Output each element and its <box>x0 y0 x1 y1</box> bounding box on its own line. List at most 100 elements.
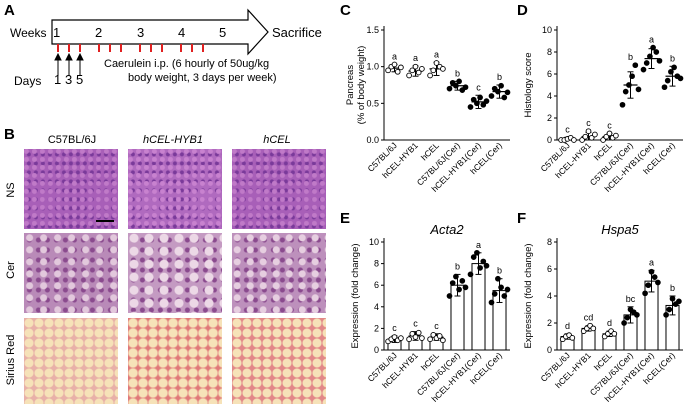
data-point-c <box>488 93 495 99</box>
data-point-e <box>446 293 453 299</box>
y-tick-label-e: 6 <box>374 280 379 290</box>
data-point-f <box>634 312 640 318</box>
significance-letter-f: d <box>565 321 570 331</box>
data-point-e <box>495 275 501 282</box>
data-point-e <box>409 330 416 337</box>
data-point-c <box>456 78 462 85</box>
panel-label-d: D <box>517 2 528 19</box>
significance-letter-c: c <box>476 82 481 92</box>
data-point-f <box>624 314 631 321</box>
data-point-c <box>470 96 477 103</box>
significance-letter-f: bc <box>626 294 636 304</box>
data-point-c <box>480 101 487 108</box>
col-header-c57: C57BL/6J <box>47 134 97 146</box>
data-point-e <box>504 286 511 293</box>
data-point-d <box>600 137 606 143</box>
data-point-e <box>462 284 469 291</box>
y-tick-label-f: 4 <box>547 291 552 301</box>
data-point-c <box>453 82 459 89</box>
data-point-e <box>391 334 398 340</box>
data-point-f <box>669 295 676 302</box>
data-point-c <box>391 61 398 68</box>
week-1: 1 <box>53 25 61 40</box>
data-point-c <box>385 67 391 74</box>
data-point-e <box>430 332 437 338</box>
data-point-f <box>645 282 652 289</box>
data-point-c <box>501 94 508 101</box>
day-1: 1 <box>54 72 62 87</box>
chart-title-f: Hspa5 <box>601 222 639 237</box>
histology-cer-hcel <box>232 233 326 313</box>
significance-letter-c: a <box>413 53 418 63</box>
data-point-f <box>655 279 661 286</box>
row-label-cer: Cer <box>5 261 17 279</box>
y-tick-label-e: 0 <box>374 345 379 355</box>
week-4: 4 <box>178 25 186 40</box>
data-point-e <box>488 299 495 306</box>
histology-sirius-hcel <box>232 318 326 404</box>
y-tick-label-e: 8 <box>374 259 379 269</box>
significance-letter-e: c <box>434 321 439 331</box>
y-axis-label-e: Expression (fold change) <box>350 243 361 348</box>
data-point-d <box>622 88 629 95</box>
col-header-hyb1: hCEL-HYB1 <box>143 134 203 146</box>
data-point-d <box>656 57 663 64</box>
data-point-f <box>569 334 576 341</box>
data-point-f <box>676 298 682 305</box>
timeline-diagram <box>51 8 269 76</box>
data-point-c <box>398 64 404 71</box>
sacrifice-label: Sacrifice <box>272 25 322 40</box>
y-tick-label-c: 1.0 <box>366 62 379 72</box>
histology-sirius-hyb1 <box>128 318 222 404</box>
row-label-ns: NS <box>5 182 17 198</box>
significance-letter-c: b <box>497 72 502 82</box>
day-arrows <box>54 52 84 76</box>
data-point-e <box>498 284 504 291</box>
data-point-c <box>467 104 474 110</box>
y-tick-label-f: 0 <box>547 345 552 355</box>
week-5: 5 <box>219 25 227 40</box>
y-tick-label-d: 0 <box>547 135 552 145</box>
y-tick-label-f: 2 <box>547 318 552 328</box>
scale-bar <box>96 220 114 222</box>
day-5: 5 <box>76 72 84 87</box>
data-point-e <box>477 265 483 271</box>
data-point-e <box>491 290 498 297</box>
data-point-e <box>467 271 474 278</box>
significance-letter-e: c <box>392 323 397 333</box>
significance-letter-d: b <box>628 52 633 62</box>
significance-letter-d: b <box>670 53 675 63</box>
data-point-d <box>640 66 647 73</box>
data-point-c <box>446 85 453 92</box>
data-point-f <box>590 325 597 332</box>
significance-letter-f: d <box>607 318 612 328</box>
data-point-c <box>412 63 419 70</box>
y-tick-label-d: 2 <box>547 113 552 123</box>
y-tick-label-c: 0.0 <box>366 135 379 145</box>
y-tick-label-d: 4 <box>547 91 552 101</box>
data-point-c <box>427 72 433 79</box>
data-point-e <box>501 293 508 299</box>
data-point-f <box>621 320 627 326</box>
panel-label-a: A <box>4 2 15 19</box>
significance-letter-f: cd <box>584 313 594 323</box>
data-point-d <box>626 82 632 88</box>
histology-ns-hyb1 <box>128 149 222 229</box>
data-point-d <box>571 137 577 143</box>
data-point-c <box>474 100 480 107</box>
data-point-d <box>619 101 626 108</box>
data-point-f <box>663 312 669 318</box>
data-point-d <box>661 84 668 91</box>
data-point-c <box>430 67 437 74</box>
data-point-e <box>398 335 404 341</box>
data-point-d <box>664 77 671 84</box>
data-point-d <box>582 133 589 140</box>
bar-e <box>471 263 486 351</box>
data-point-e <box>459 278 466 284</box>
significance-letter-e: b <box>497 266 502 276</box>
histology-ns-c57 <box>24 149 118 229</box>
data-point-d <box>585 128 592 135</box>
data-point-c <box>477 94 483 101</box>
data-point-e <box>456 286 462 293</box>
